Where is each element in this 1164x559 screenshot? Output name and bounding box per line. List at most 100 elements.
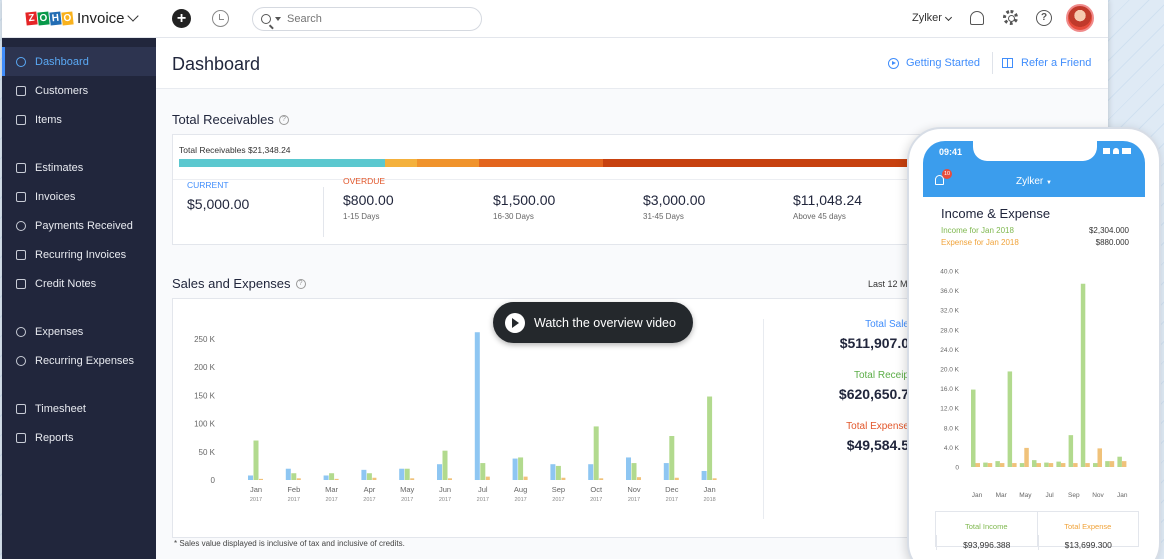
chart-bar	[523, 476, 528, 480]
sidebar-item-label: Recurring Invoices	[35, 248, 127, 261]
x-tick-year: 2017	[325, 497, 337, 503]
phone-bell-icon[interactable]	[935, 175, 944, 185]
phone-income-bar	[1056, 461, 1061, 467]
getting-started-link[interactable]: Getting Started	[888, 57, 980, 69]
receivables-column[interactable]: CURRENT $5,000.00	[187, 180, 249, 216]
payments-received-icon	[16, 220, 26, 231]
phone-total-expense-label: Total Expense	[1064, 522, 1112, 531]
chart-bar	[631, 463, 637, 480]
x-tick-label: Jun	[439, 485, 451, 494]
phone-y-tick-label: 24.0 K	[940, 347, 959, 354]
sidebar-item-credit-notes[interactable]: Credit Notes	[2, 269, 156, 298]
phone-y-tick-label: 12.0 K	[940, 406, 959, 413]
phone-expense-bar	[1097, 448, 1102, 467]
receivables-column-amount: $11,048.24	[793, 192, 863, 208]
receivables-bar[interactable]	[179, 159, 1059, 167]
period-selector[interactable]: Last 12 M	[868, 279, 908, 289]
info-help-icon[interactable]: ?	[295, 278, 306, 289]
sidebar-item-label: Expenses	[35, 325, 84, 338]
sales-total-label: Total Expense	[846, 421, 909, 432]
receivables-column[interactable]: $11,048.24 Above 45 days	[793, 176, 862, 221]
phone-y-tick-label: 32.0 K	[940, 308, 959, 315]
quick-create-button[interactable]: +	[172, 9, 191, 28]
info-help-icon[interactable]: ?	[278, 114, 289, 125]
phone-y-tick-label: 8.0 K	[944, 425, 960, 432]
current-overdue-divider	[323, 187, 324, 237]
receivables-column[interactable]: $1,500.00 16-30 Days	[493, 176, 555, 221]
sidebar-item-label: Dashboard	[35, 55, 89, 68]
search-box	[252, 7, 482, 31]
receivables-column[interactable]: OVERDUE $800.00 1-15 Days	[343, 176, 394, 221]
sales-total-item: Total Receip $620,650.7	[839, 370, 909, 402]
x-tick-year: 2017	[552, 497, 564, 503]
chart-bar	[259, 478, 263, 480]
notifications-bell-icon[interactable]	[970, 11, 984, 25]
y-tick-label: 0	[211, 476, 216, 485]
sidebar-item-reports[interactable]: Reports	[2, 423, 156, 452]
phone-income-bar	[1117, 456, 1122, 467]
sidebar-item-recurring-invoices[interactable]: Recurring Invoices	[2, 240, 156, 269]
sidebar-item-estimates[interactable]: Estimates	[2, 153, 156, 182]
settings-gear-icon[interactable]	[1003, 10, 1018, 25]
phone-income-expense-chart: 0 4.0 K 8.0 K 12.0 K 16.0 K 20.0 K 24.0 K 28.0 …	[940, 269, 1128, 500]
user-avatar[interactable]	[1066, 4, 1094, 32]
sidebar-item-label: Items	[35, 113, 62, 126]
x-tick-year: 2017	[363, 497, 375, 503]
receivables-title: Total Receivables ?	[172, 112, 289, 127]
search-icon[interactable]	[261, 14, 271, 24]
sidebar-item-items[interactable]: Items	[2, 105, 156, 134]
receivables-segment[interactable]	[479, 159, 604, 167]
phone-income-bar	[1105, 461, 1110, 467]
x-tick-label: Aug	[514, 485, 527, 494]
receivables-column-label: CURRENT	[187, 180, 229, 190]
sidebar-item-invoices[interactable]: Invoices	[2, 182, 156, 211]
receivables-column-label: OVERDUE	[343, 176, 386, 186]
sales-expenses-title-text: Sales and Expenses	[172, 276, 291, 291]
x-tick-label: Sep	[552, 485, 565, 494]
x-tick-label: Mar	[325, 485, 338, 494]
timesheet-icon	[16, 403, 26, 414]
caret-down-icon: ▼	[1046, 180, 1052, 186]
phone-y-tick-label: 20.0 K	[940, 367, 959, 374]
phone-expense-bar	[1012, 463, 1017, 467]
phone-expense-bar	[1036, 463, 1041, 467]
receivables-segment[interactable]	[384, 159, 418, 167]
phone-income-bar	[1032, 460, 1037, 467]
search-input[interactable]	[287, 13, 467, 25]
logo-letter: H	[49, 11, 62, 26]
x-tick-year: 2017	[514, 497, 526, 503]
receivables-segment[interactable]	[417, 159, 480, 167]
sidebar-item-dashboard[interactable]: Dashboard	[2, 47, 156, 76]
watch-video-button[interactable]: Watch the overview video	[493, 302, 693, 343]
sidebar: Dashboard Customers Items Estimates Invoices…	[2, 38, 156, 559]
phone-income-bar	[1007, 371, 1013, 467]
refer-friend-link[interactable]: Refer a Friend	[1002, 57, 1091, 69]
receivables-column-label	[793, 176, 862, 186]
sidebar-item-customers[interactable]: Customers	[2, 76, 156, 105]
organization-switcher[interactable]: Zylker	[912, 12, 952, 24]
receivables-column-sub: 16-30 Days	[493, 212, 534, 221]
phone-org-name[interactable]: Zylker ▼	[923, 176, 1145, 187]
x-tick-year: 2017	[401, 497, 413, 503]
x-tick-year: 2017	[250, 497, 262, 503]
sidebar-item-payments-received[interactable]: Payments Received	[2, 211, 156, 240]
receivables-segment[interactable]	[179, 159, 385, 167]
sidebar-item-timesheet[interactable]: Timesheet	[2, 394, 156, 423]
receivables-segment[interactable]	[603, 159, 1059, 167]
sidebar-item-recurring-expenses[interactable]: Recurring Expenses	[2, 346, 156, 375]
chart-bar	[410, 478, 415, 480]
search-filter-caret-icon[interactable]	[275, 17, 281, 21]
chart-bar	[329, 473, 335, 480]
help-icon[interactable]: ?	[1036, 10, 1052, 26]
recent-activity-icon[interactable]	[212, 10, 229, 27]
total-receivables-label: Total Receivables $21,348.24	[179, 145, 291, 155]
phone-x-tick-label: Jul	[1045, 492, 1054, 499]
x-tick-year: 2017	[628, 497, 640, 503]
sidebar-item-label: Recurring Expenses	[35, 354, 135, 367]
x-tick-year: 2017	[288, 497, 300, 503]
sidebar-item-expenses[interactable]: Expenses	[2, 317, 156, 346]
receivables-column[interactable]: $3,000.00 31-45 Days	[643, 176, 705, 221]
sales-expenses-title: Sales and Expenses ?	[172, 276, 306, 291]
